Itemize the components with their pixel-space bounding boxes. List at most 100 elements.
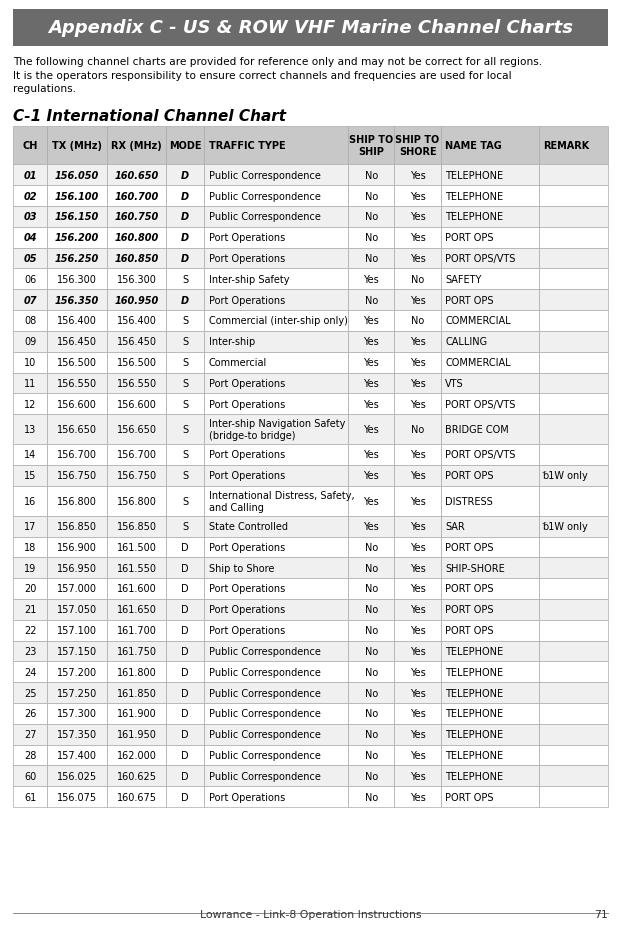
Text: 156.950: 156.950 — [57, 563, 97, 573]
Bar — [441, 486, 538, 516]
Text: 156.550: 156.550 — [117, 378, 156, 388]
Text: No: No — [365, 563, 378, 573]
Bar — [538, 578, 608, 599]
Bar — [166, 394, 204, 414]
Bar — [107, 332, 166, 352]
Text: 156.350: 156.350 — [55, 296, 99, 305]
Bar — [166, 599, 204, 620]
Bar — [166, 578, 204, 599]
Bar — [107, 641, 166, 662]
Text: Yes: Yes — [410, 496, 425, 506]
Text: TRAFFIC TYPE: TRAFFIC TYPE — [209, 141, 285, 151]
Bar — [348, 373, 394, 394]
Bar — [47, 445, 107, 465]
Bar — [348, 744, 394, 766]
Bar — [348, 269, 394, 290]
Bar — [348, 662, 394, 682]
Bar — [13, 578, 47, 599]
Text: No: No — [365, 542, 378, 552]
Bar — [538, 641, 608, 662]
Text: Port Operations: Port Operations — [209, 584, 285, 594]
Text: PORT OPS: PORT OPS — [445, 542, 494, 552]
Text: 157.100: 157.100 — [57, 626, 97, 635]
Text: 157.200: 157.200 — [57, 667, 97, 677]
Bar — [441, 766, 538, 786]
Bar — [166, 516, 204, 537]
Bar — [13, 352, 47, 373]
Bar — [47, 394, 107, 414]
Bar — [166, 373, 204, 394]
Text: COMMERCIAL: COMMERCIAL — [445, 358, 511, 368]
Text: 21: 21 — [24, 604, 37, 615]
Bar — [47, 486, 107, 516]
Bar — [441, 786, 538, 807]
Bar — [394, 744, 441, 766]
Bar — [538, 516, 608, 537]
Bar — [13, 599, 47, 620]
Bar — [348, 127, 394, 165]
Text: 20: 20 — [24, 584, 37, 594]
Bar — [538, 414, 608, 445]
Text: No: No — [365, 296, 378, 305]
Text: TELEPHONE: TELEPHONE — [445, 730, 504, 740]
Bar — [394, 373, 441, 394]
Bar — [47, 704, 107, 724]
Bar — [441, 516, 538, 537]
Text: Yes: Yes — [410, 296, 425, 305]
Bar — [348, 228, 394, 248]
Bar — [538, 558, 608, 578]
Text: D: D — [181, 792, 189, 802]
Bar — [204, 641, 348, 662]
Bar — [107, 248, 166, 269]
Text: Yes: Yes — [410, 646, 425, 656]
Bar — [394, 248, 441, 269]
Bar — [107, 394, 166, 414]
Text: No: No — [365, 667, 378, 677]
Text: No: No — [365, 604, 378, 615]
Bar — [394, 766, 441, 786]
Bar — [538, 290, 608, 311]
Text: 03: 03 — [24, 212, 37, 222]
Text: Yes: Yes — [363, 496, 379, 506]
Bar — [441, 662, 538, 682]
Text: Yes: Yes — [410, 212, 425, 222]
Text: Yes: Yes — [410, 522, 425, 531]
Text: MODE: MODE — [169, 141, 201, 151]
Bar — [107, 414, 166, 445]
Bar — [348, 786, 394, 807]
Bar — [204, 445, 348, 465]
Text: D: D — [181, 542, 189, 552]
Text: PORT OPS/VTS: PORT OPS/VTS — [445, 450, 515, 460]
Text: 14: 14 — [24, 450, 36, 460]
Bar — [107, 127, 166, 165]
Bar — [441, 537, 538, 558]
Bar — [107, 620, 166, 641]
Text: 157.400: 157.400 — [57, 750, 97, 760]
Text: No: No — [365, 750, 378, 760]
Text: D: D — [181, 708, 189, 718]
Bar — [107, 516, 166, 537]
Text: No: No — [365, 688, 378, 698]
Bar — [441, 414, 538, 445]
Bar — [538, 352, 608, 373]
Bar — [13, 641, 47, 662]
Bar — [13, 682, 47, 704]
Bar — [204, 186, 348, 207]
Text: No: No — [365, 212, 378, 222]
Text: Public Correspondence: Public Correspondence — [209, 646, 320, 656]
Bar — [47, 786, 107, 807]
Bar — [204, 373, 348, 394]
Bar — [538, 311, 608, 332]
Bar — [538, 486, 608, 516]
Bar — [441, 704, 538, 724]
Text: 160.800: 160.800 — [114, 233, 159, 243]
Bar — [394, 352, 441, 373]
Bar — [13, 394, 47, 414]
Bar — [204, 662, 348, 682]
Text: Yes: Yes — [410, 667, 425, 677]
Bar — [538, 269, 608, 290]
Text: TELEPHONE: TELEPHONE — [445, 212, 504, 222]
Text: 157.050: 157.050 — [57, 604, 97, 615]
Bar — [394, 620, 441, 641]
Bar — [13, 248, 47, 269]
